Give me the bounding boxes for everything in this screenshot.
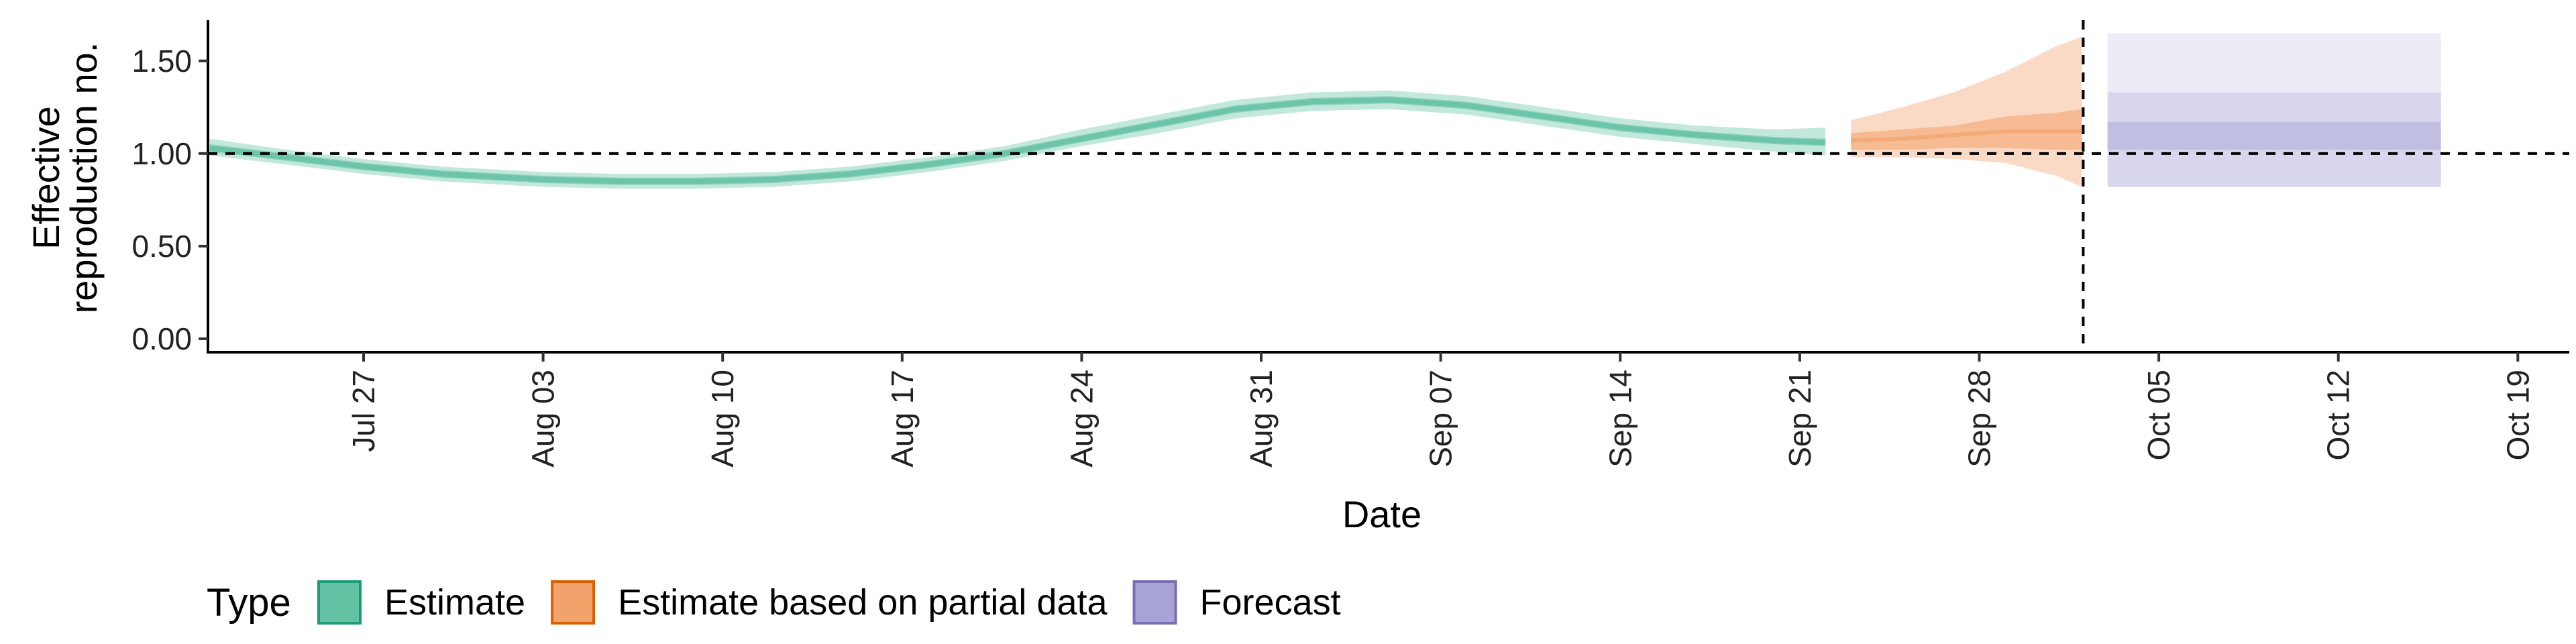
axis-titles: Date Effective reproduction no.: [25, 42, 1421, 535]
x-tick-label: Aug 17: [885, 370, 920, 468]
x-tick-label: Aug 24: [1064, 370, 1099, 468]
x-tick-label: Sep 07: [1424, 370, 1458, 468]
x-tick-label: Oct 12: [2321, 370, 2356, 461]
axes: [207, 20, 2569, 354]
partial-estimate-bands: [1851, 36, 2082, 187]
x-tick-label: Sep 21: [1782, 370, 1817, 468]
legend-label: Estimate based on partial data: [618, 582, 1108, 623]
x-tick-label: Aug 10: [705, 370, 740, 468]
y-tick-label: 0.50: [131, 229, 192, 264]
x-tick-label: Sep 14: [1603, 370, 1638, 468]
legend-swatch: [1132, 580, 1177, 625]
x-tick-label: Oct 05: [2141, 370, 2176, 461]
estimate-bands: [209, 90, 1826, 189]
y-axis-ticks: 0.00 0.50 1.00 1.50: [131, 44, 208, 356]
estimate-median-line: [209, 97, 1826, 184]
partial-band-90: [1851, 36, 2082, 187]
legend-label: Forecast: [1200, 582, 1341, 623]
legend-swatch: [551, 580, 596, 625]
legend-swatch: [317, 580, 362, 625]
x-axis-title: Date: [1342, 493, 1421, 535]
x-tick-label: Sep 28: [1962, 370, 1996, 468]
y-axis-title-line2: reproduction no.: [62, 42, 105, 314]
forecast-band-95: [2107, 33, 2441, 187]
y-tick-label: 1.50: [131, 44, 192, 78]
x-tick-label: Jul 27: [346, 370, 381, 452]
x-tick-label: Oct 19: [2500, 370, 2535, 461]
forecast-band-50: [2107, 121, 2441, 150]
estimate-band-50: [209, 96, 1826, 185]
y-axis-title-line1: Effective: [25, 106, 67, 250]
y-tick-label: 1.00: [131, 136, 192, 171]
legend-label: Estimate: [384, 582, 525, 623]
forecast-band-90: [2107, 92, 2441, 187]
x-tick-label: Aug 31: [1244, 370, 1279, 468]
partial-median-line: [1851, 129, 2082, 143]
x-tick-label: Aug 03: [526, 370, 561, 468]
x-axis-ticks: Jul 27 Aug 03 Aug 10 Aug 17 Aug 24 Aug 31 Sep …: [346, 352, 2535, 468]
forecast-bands: [2107, 33, 2441, 187]
reference-lines: [208, 20, 2569, 352]
legend: Type Estimate Estimate based on partial da…: [207, 580, 1341, 625]
legend-title: Type: [207, 581, 291, 625]
y-tick-label: 0.00: [131, 321, 192, 356]
